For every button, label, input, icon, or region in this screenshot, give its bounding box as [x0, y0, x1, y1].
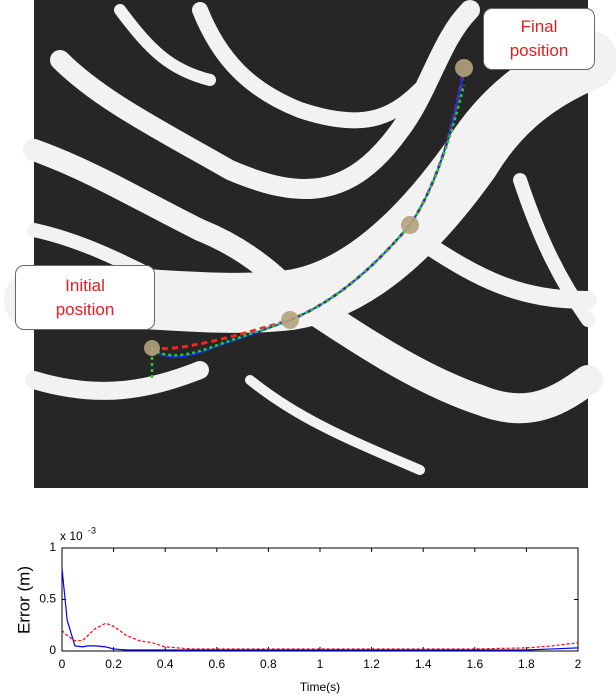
error-chart: Error (m) Time(s) x 10 -3 0 0.2 0.4 0.6 0.8 1…: [14, 525, 581, 694]
final-label: Final position: [509, 17, 569, 60]
x-tick-label: 2: [575, 657, 582, 671]
final-callout: Final position: [483, 8, 595, 70]
initial-callout: Initial position: [15, 265, 155, 330]
x-tick-label: 1.2: [363, 657, 380, 671]
y-tick-label: 1: [49, 540, 56, 554]
x-tick-label: 0: [59, 657, 66, 671]
x-tick-label: 0.8: [260, 657, 277, 671]
plot-frame: [61, 547, 579, 652]
y-axis-label: Error (m): [14, 566, 33, 634]
x-tick-label: 0.6: [208, 657, 225, 671]
multiplier: x 10: [60, 529, 83, 543]
x-tick-label: 1.8: [518, 657, 535, 671]
initial-label: Initial position: [55, 275, 115, 319]
x-axis-label: Time(s): [300, 680, 340, 694]
multiplier-exponent: -3: [88, 525, 96, 535]
x-tick-label: 1: [317, 657, 324, 671]
series-line: [61, 622, 579, 650]
x-tick-label: 0.4: [157, 657, 174, 671]
x-tick-label: 0.2: [105, 657, 122, 671]
x-tick-label: 1.4: [415, 657, 432, 671]
y-tick-label: 0: [49, 643, 56, 657]
series-line: [61, 568, 579, 651]
x-tick-label: 1.6: [466, 657, 483, 671]
vessel-image: [4, 0, 616, 488]
y-tick-label: 0.5: [39, 592, 56, 606]
